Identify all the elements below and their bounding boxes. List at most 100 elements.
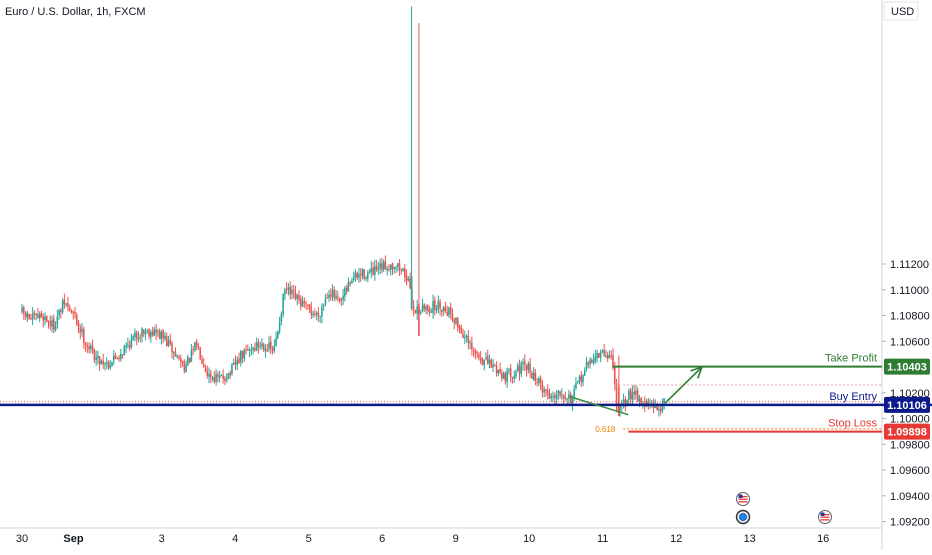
candle-body xyxy=(402,268,404,272)
candle-body xyxy=(82,328,85,344)
candle-body xyxy=(377,268,380,271)
time-tick-label: 30 xyxy=(16,533,28,545)
target-arrow-head xyxy=(690,365,704,379)
candle-body xyxy=(266,349,269,351)
candle-body xyxy=(393,266,396,269)
candle-body xyxy=(451,314,454,320)
price-tick-label: 1.10600 xyxy=(890,336,930,348)
candle-body xyxy=(321,306,323,317)
candle-body xyxy=(220,375,223,377)
stop-loss-price-tag[interactable] xyxy=(884,423,930,440)
candle-body xyxy=(513,375,516,379)
candle-body xyxy=(382,261,385,270)
candle-body xyxy=(255,342,258,351)
candle-body xyxy=(578,376,581,382)
candle-body xyxy=(381,263,383,271)
candle-body xyxy=(116,358,119,360)
economic-event-us-flag-icon[interactable] xyxy=(818,510,832,524)
candle-body xyxy=(93,349,96,361)
candle-body xyxy=(292,290,295,292)
candle-body xyxy=(70,310,73,313)
candle-body xyxy=(102,360,104,365)
candle-body xyxy=(384,261,387,270)
candle-body xyxy=(187,356,189,366)
candle-body xyxy=(61,300,64,313)
candle-body xyxy=(81,329,83,333)
candle-body xyxy=(289,286,291,295)
fib-label-0: 0 xyxy=(615,381,620,390)
candle-body xyxy=(277,331,279,338)
candle-body xyxy=(165,336,168,346)
candle-body xyxy=(137,337,140,340)
target-arrow-line[interactable] xyxy=(664,366,703,404)
candle-body xyxy=(615,382,618,407)
time-tick-label: 16 xyxy=(817,533,829,545)
candle-body xyxy=(441,310,443,312)
candle-body xyxy=(44,316,46,321)
candle-body xyxy=(239,351,242,363)
candle-body xyxy=(520,362,523,375)
support-trend-line[interactable] xyxy=(569,395,629,416)
candle-body xyxy=(562,394,565,399)
candle-body xyxy=(638,398,641,403)
candle-body xyxy=(328,294,330,299)
candle-body xyxy=(171,342,173,353)
candle-body xyxy=(388,268,390,270)
candle-body xyxy=(553,395,556,398)
take-profit-price-tag[interactable] xyxy=(884,358,930,375)
candle-body xyxy=(308,304,311,310)
candle-body xyxy=(303,301,306,304)
candle-body xyxy=(38,313,41,319)
candle-body xyxy=(442,306,445,312)
candle-body xyxy=(474,351,477,354)
spike-candle-body xyxy=(618,383,620,416)
candle-body xyxy=(485,356,487,359)
candle-body xyxy=(606,355,609,360)
candle-body xyxy=(141,328,143,337)
candle-body xyxy=(125,344,127,347)
time-axis-ticks: 30 Sep 3 4 5 6 9 10 11 12 13 16 xyxy=(16,533,829,545)
candle-body xyxy=(432,301,434,313)
candle-body xyxy=(234,362,237,365)
take-profit-label: Take Profit xyxy=(825,353,877,365)
candle-body xyxy=(21,307,23,312)
candle-body xyxy=(169,339,172,344)
candle-body xyxy=(314,313,316,315)
candle-body xyxy=(201,359,203,364)
candle-body xyxy=(555,394,558,399)
candle-body xyxy=(317,312,320,316)
candle-body xyxy=(215,374,217,382)
candle-body xyxy=(262,343,265,351)
candle-body xyxy=(148,329,150,337)
candle-body xyxy=(640,398,643,406)
candle-body xyxy=(613,366,616,384)
candle-body xyxy=(515,371,517,376)
candle-body xyxy=(225,379,228,381)
currency-box[interactable] xyxy=(883,1,919,21)
candle-body xyxy=(647,400,650,405)
candle-body xyxy=(483,359,486,366)
candle-body xyxy=(465,335,468,337)
candle-body xyxy=(180,358,182,363)
economic-event-us-flag-icon[interactable] xyxy=(736,492,750,506)
candle-body xyxy=(278,323,281,331)
candle-body xyxy=(65,303,67,305)
candles-group xyxy=(21,6,665,417)
candle-body xyxy=(587,362,590,365)
buy-entry-price-tag[interactable] xyxy=(884,396,930,413)
overlays-group: 0 0.618 Take Profit 1.10403 Buy Entry 1.10106… xyxy=(0,353,932,440)
economic-event-globe-icon[interactable] xyxy=(735,509,751,525)
candle-body xyxy=(564,397,567,399)
candle-body xyxy=(167,340,170,346)
candle-body xyxy=(347,282,350,292)
candle-body xyxy=(326,297,329,299)
candle-body xyxy=(529,362,531,373)
candle-body xyxy=(310,308,313,315)
candle-body xyxy=(118,357,120,359)
candle-body xyxy=(24,313,27,317)
candle-body xyxy=(589,359,591,365)
candle-body xyxy=(576,381,579,383)
candle-body xyxy=(305,303,307,305)
candle-body xyxy=(592,359,595,364)
